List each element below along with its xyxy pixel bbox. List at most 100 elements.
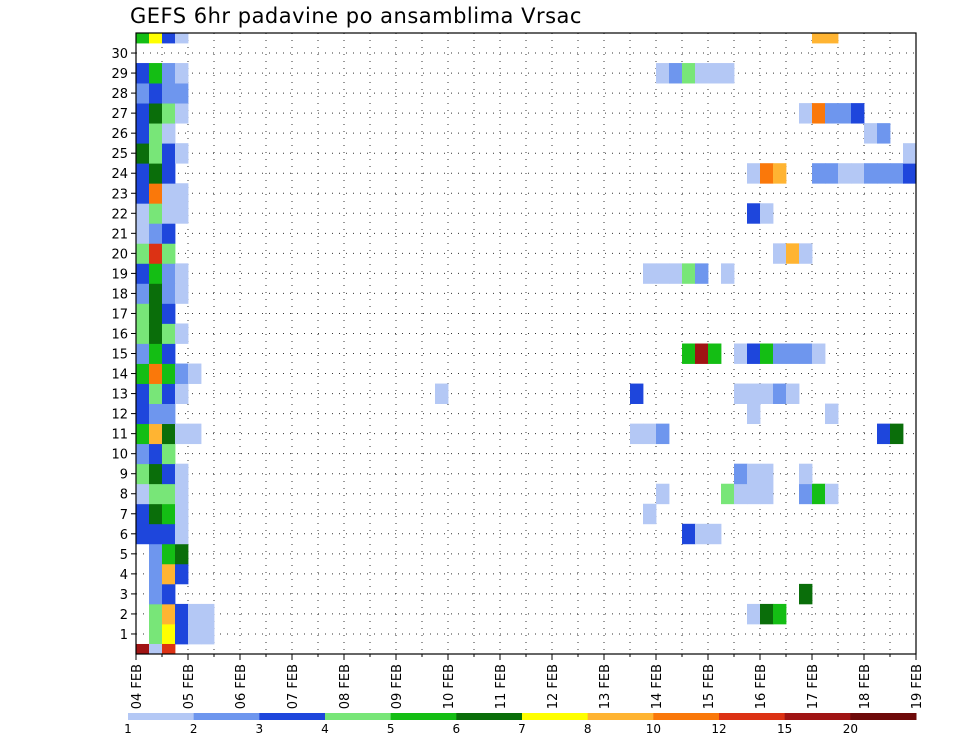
legend-label: 2 [190, 722, 198, 736]
heatmap-cell [149, 223, 163, 244]
heatmap-cell [175, 103, 189, 124]
x-tick-label: 10 FEB [442, 664, 457, 709]
heatmap-cell [136, 123, 150, 144]
y-tick-label: 13 [111, 388, 128, 403]
heatmap-cell [812, 33, 826, 44]
heatmap-cell [747, 163, 761, 184]
heatmap-cell [747, 343, 761, 364]
heatmap-cell [162, 223, 176, 244]
heatmap-cell [136, 643, 150, 655]
heatmap-cell [864, 163, 878, 184]
heatmap-cell [799, 583, 813, 605]
y-tick-label: 24 [111, 167, 128, 182]
heatmap-cell [760, 343, 774, 364]
x-tick-label: 09 FEB [390, 664, 405, 709]
heatmap-cell [175, 283, 189, 304]
legend: 1 2 3 4 5 6 7 8 10 12 15 20 [124, 713, 917, 736]
heatmap-cell [695, 343, 709, 364]
heatmap-cell [773, 383, 787, 404]
heatmap-cell [747, 403, 761, 425]
heatmap-cell [162, 143, 176, 164]
heatmap-cell [682, 263, 696, 284]
heatmap-cell [162, 423, 176, 445]
y-tick-label: 17 [111, 307, 128, 322]
heatmap-cell [149, 403, 163, 425]
heatmap-cell [149, 203, 163, 224]
heatmap-cell [162, 203, 176, 224]
heatmap-cell [175, 263, 189, 284]
heatmap-cell [747, 383, 761, 404]
heatmap-cell [149, 33, 163, 44]
legend-swatch [259, 713, 326, 720]
heatmap-cell [838, 163, 852, 184]
heatmap-cell [760, 603, 774, 625]
x-axis: 04 FEB 05 FEB 06 FEB 07 FEB 08 FEB 09 FEB 10 F… [130, 654, 925, 709]
heatmap-cell [747, 603, 761, 625]
x-tick-label: 05 FEB [182, 664, 197, 709]
legend-label: 4 [321, 722, 329, 736]
heatmap-cell [149, 283, 163, 304]
heatmap-cell [812, 343, 826, 364]
y-axis: 1234567891011121314151617181920212223242… [111, 47, 136, 643]
heatmap-cell [162, 263, 176, 284]
heatmap-cell [786, 343, 800, 364]
x-tick-label: 13 FEB [598, 664, 613, 709]
heatmap-cell [136, 223, 150, 244]
heatmap-cell [656, 483, 670, 505]
heatmap-cell [812, 483, 826, 505]
legend-swatch [850, 713, 917, 720]
y-tick-label: 12 [111, 408, 128, 423]
heatmap-cell [682, 343, 696, 364]
heatmap-cell [825, 103, 839, 124]
heatmap-cell [643, 423, 657, 445]
heatmap-cell [136, 363, 150, 384]
heatmap-cell [149, 523, 163, 545]
heatmap-cell [175, 503, 189, 525]
heatmap-cell [760, 463, 774, 485]
legend-label: 8 [584, 722, 592, 736]
heatmap-cell [149, 643, 163, 655]
heatmap-cell [162, 643, 176, 655]
heatmap-cell [747, 203, 761, 224]
heatmap-cell [149, 543, 163, 565]
y-tick-label: 21 [111, 227, 128, 242]
x-tick-label: 16 FEB [754, 664, 769, 709]
heatmap-cell [734, 463, 748, 485]
y-tick-label: 18 [111, 287, 128, 302]
heatmap-cell [149, 503, 163, 525]
heatmap-cell [708, 63, 722, 84]
heatmap-cell [175, 523, 189, 545]
heatmap-cell [669, 263, 683, 284]
heatmap-cell [162, 343, 176, 364]
heatmap-cell [656, 423, 670, 445]
y-tick-label: 26 [111, 127, 128, 142]
heatmap-cell [175, 563, 189, 585]
heatmap-cell [175, 483, 189, 505]
heatmap-cell [136, 523, 150, 545]
heatmap-cell [188, 623, 202, 645]
heatmap-cell [136, 183, 150, 204]
heatmap-cell [890, 163, 904, 184]
heatmap-cell [682, 63, 696, 84]
heatmap-cell [695, 523, 709, 545]
heatmap-cell [149, 343, 163, 364]
heatmap-cell [136, 143, 150, 164]
heatmap-cell [162, 563, 176, 585]
heatmap-cell [838, 103, 852, 124]
legend-label: 5 [387, 722, 395, 736]
heatmap-cell [201, 603, 215, 625]
heatmap-cell [708, 523, 722, 545]
heatmap-cell [149, 423, 163, 445]
heatmap-cell [136, 503, 150, 525]
heatmap-cell [825, 403, 839, 425]
heatmap-cell [149, 603, 163, 625]
heatmap-cell [812, 163, 826, 184]
legend-swatch [325, 713, 392, 720]
chart-title: GEFS 6hr padavine po ansamblima Vrsac [130, 4, 582, 28]
y-tick-label: 11 [111, 428, 128, 443]
heatmap-cell [149, 243, 163, 264]
heatmap-cell [903, 143, 917, 164]
y-tick-label: 22 [111, 207, 128, 222]
heatmap-cell [175, 623, 189, 645]
